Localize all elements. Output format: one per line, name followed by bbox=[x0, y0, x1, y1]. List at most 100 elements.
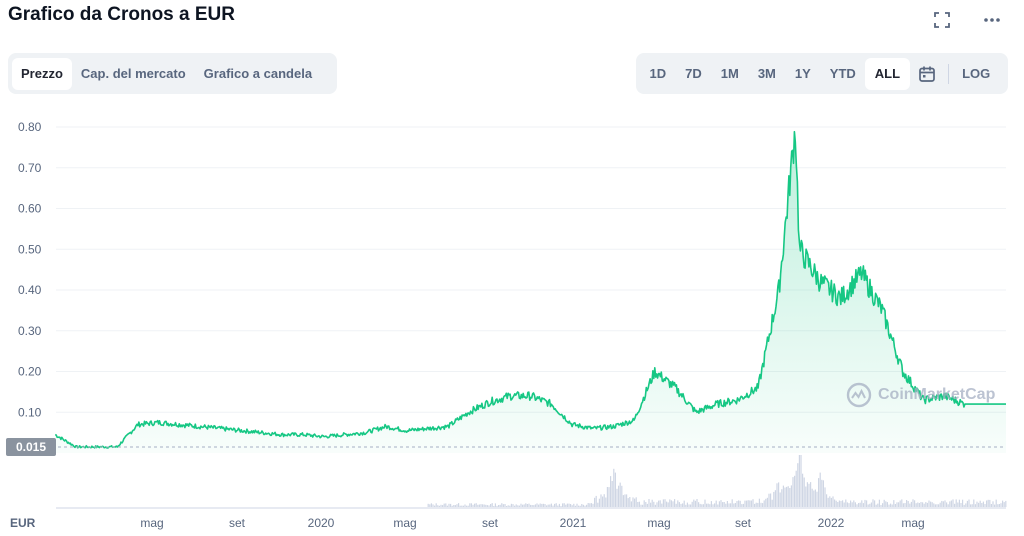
volume-bar bbox=[606, 487, 608, 507]
volume-bar bbox=[926, 502, 928, 507]
tab-price[interactable]: Prezzo bbox=[12, 57, 72, 90]
volume-bar bbox=[587, 503, 589, 507]
volume-bar bbox=[438, 505, 440, 507]
volume-bar bbox=[944, 500, 946, 507]
volume-bar bbox=[984, 504, 986, 507]
range-3m[interactable]: 3M bbox=[757, 65, 776, 81]
volume-bar bbox=[461, 505, 463, 507]
tab-candlestick[interactable]: Grafico a candela bbox=[203, 65, 313, 81]
volume-bar bbox=[882, 503, 884, 507]
volume-bar bbox=[578, 505, 580, 507]
volume-bar bbox=[738, 500, 740, 507]
volume-bar bbox=[706, 503, 708, 507]
volume-bar bbox=[507, 505, 509, 507]
log-toggle[interactable]: LOG bbox=[962, 65, 991, 81]
volume-bar bbox=[733, 503, 735, 507]
volume-bar bbox=[592, 503, 594, 507]
volume-bar bbox=[990, 504, 992, 507]
volume-bar bbox=[659, 500, 661, 507]
volume-bar bbox=[568, 503, 570, 507]
volume-bar bbox=[478, 504, 480, 507]
volume-bar bbox=[626, 494, 628, 507]
volume-bars bbox=[427, 455, 1007, 507]
volume-bar bbox=[750, 500, 752, 507]
volume-bar bbox=[885, 501, 887, 507]
volume-bar bbox=[576, 503, 578, 507]
volume-bar bbox=[712, 504, 714, 507]
volume-bar bbox=[526, 504, 528, 507]
volume-bar bbox=[978, 502, 980, 507]
volume-bar bbox=[720, 500, 722, 507]
volume-bar bbox=[1000, 503, 1002, 507]
volume-bar bbox=[798, 455, 800, 507]
volume-bar bbox=[661, 503, 663, 507]
volume-bar bbox=[600, 494, 602, 507]
range-7d[interactable]: 7D bbox=[685, 65, 702, 81]
volume-bar bbox=[494, 503, 496, 507]
volume-bar bbox=[480, 504, 482, 507]
volume-bar bbox=[682, 503, 684, 507]
volume-bar bbox=[854, 502, 856, 507]
x-tick-label: set bbox=[482, 516, 499, 530]
range-1d[interactable]: 1D bbox=[649, 65, 667, 81]
volume-bar bbox=[904, 503, 906, 507]
x-tick-label: 2021 bbox=[560, 516, 587, 530]
volume-bar bbox=[875, 504, 877, 507]
volume-bar bbox=[571, 505, 573, 507]
volume-bar bbox=[597, 502, 599, 507]
volume-bar bbox=[542, 503, 544, 507]
range-1m[interactable]: 1M bbox=[720, 65, 739, 81]
volume-bar bbox=[581, 504, 583, 507]
range-1y[interactable]: 1Y bbox=[794, 65, 811, 81]
tab-market-cap[interactable]: Cap. del mercato bbox=[80, 65, 186, 81]
volume-bar bbox=[448, 503, 450, 507]
volume-bar bbox=[864, 499, 866, 507]
more-icon[interactable] bbox=[982, 10, 1002, 30]
range-all[interactable]: ALL bbox=[865, 57, 910, 90]
more-glyph bbox=[984, 18, 1000, 22]
volume-bar bbox=[813, 490, 815, 507]
volume-bar bbox=[685, 504, 687, 507]
volume-bar bbox=[768, 493, 770, 507]
volume-bar bbox=[547, 504, 549, 507]
volume-bar bbox=[698, 502, 700, 507]
volume-bar bbox=[982, 501, 984, 507]
volume-bar bbox=[717, 504, 719, 507]
volume-bar bbox=[973, 499, 975, 507]
volume-bar bbox=[538, 504, 540, 507]
volume-bar bbox=[918, 503, 920, 507]
range-ytd[interactable]: YTD bbox=[829, 65, 856, 81]
volume-bar bbox=[520, 503, 522, 507]
volume-bar bbox=[848, 503, 850, 507]
volume-bar bbox=[666, 501, 668, 507]
coinmarketcap-logo-icon bbox=[846, 382, 872, 408]
volume-bar bbox=[829, 496, 831, 507]
price-area bbox=[55, 131, 1006, 453]
volume-bar bbox=[1005, 500, 1007, 507]
volume-bar bbox=[776, 483, 778, 507]
volume-bar bbox=[512, 504, 514, 507]
volume-bar bbox=[1002, 500, 1004, 507]
volume-bar bbox=[522, 504, 524, 507]
currency-label: EUR bbox=[10, 516, 36, 530]
volume-bar bbox=[550, 503, 552, 507]
volume-bar bbox=[861, 500, 863, 507]
volume-bar bbox=[819, 472, 821, 507]
volume-bar bbox=[624, 494, 626, 507]
volume-bar bbox=[802, 473, 804, 507]
volume-bar bbox=[632, 497, 634, 507]
fullscreen-icon[interactable] bbox=[932, 10, 952, 30]
volume-bar bbox=[835, 500, 837, 507]
volume-bar bbox=[691, 501, 693, 507]
volume-bar bbox=[739, 500, 741, 507]
volume-bar bbox=[678, 502, 680, 507]
calendar-icon[interactable] bbox=[910, 58, 944, 90]
volume-bar bbox=[803, 477, 805, 507]
x-axis: mag set 2020 mag set 2021 mag set 2022 mag bbox=[140, 516, 924, 530]
volume-bar bbox=[709, 504, 711, 507]
volume-bar bbox=[957, 502, 959, 507]
volume-bar bbox=[789, 488, 791, 507]
volume-bar bbox=[938, 504, 940, 507]
volume-bar bbox=[694, 500, 696, 507]
